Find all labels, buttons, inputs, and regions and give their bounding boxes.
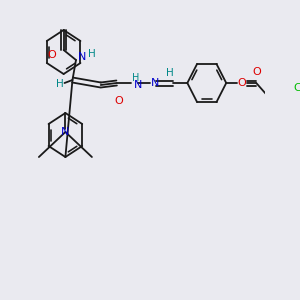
Text: N: N: [134, 80, 142, 90]
Text: O: O: [252, 67, 261, 77]
Text: N: N: [78, 52, 86, 62]
Text: N: N: [61, 127, 70, 137]
Text: Cl: Cl: [293, 83, 300, 93]
Text: O: O: [48, 50, 56, 60]
Text: H: H: [131, 73, 139, 83]
Text: H: H: [166, 68, 173, 78]
Text: H: H: [88, 49, 96, 59]
Text: N: N: [151, 78, 160, 88]
Text: O: O: [114, 96, 123, 106]
Text: O: O: [238, 78, 247, 88]
Text: H: H: [56, 79, 64, 89]
